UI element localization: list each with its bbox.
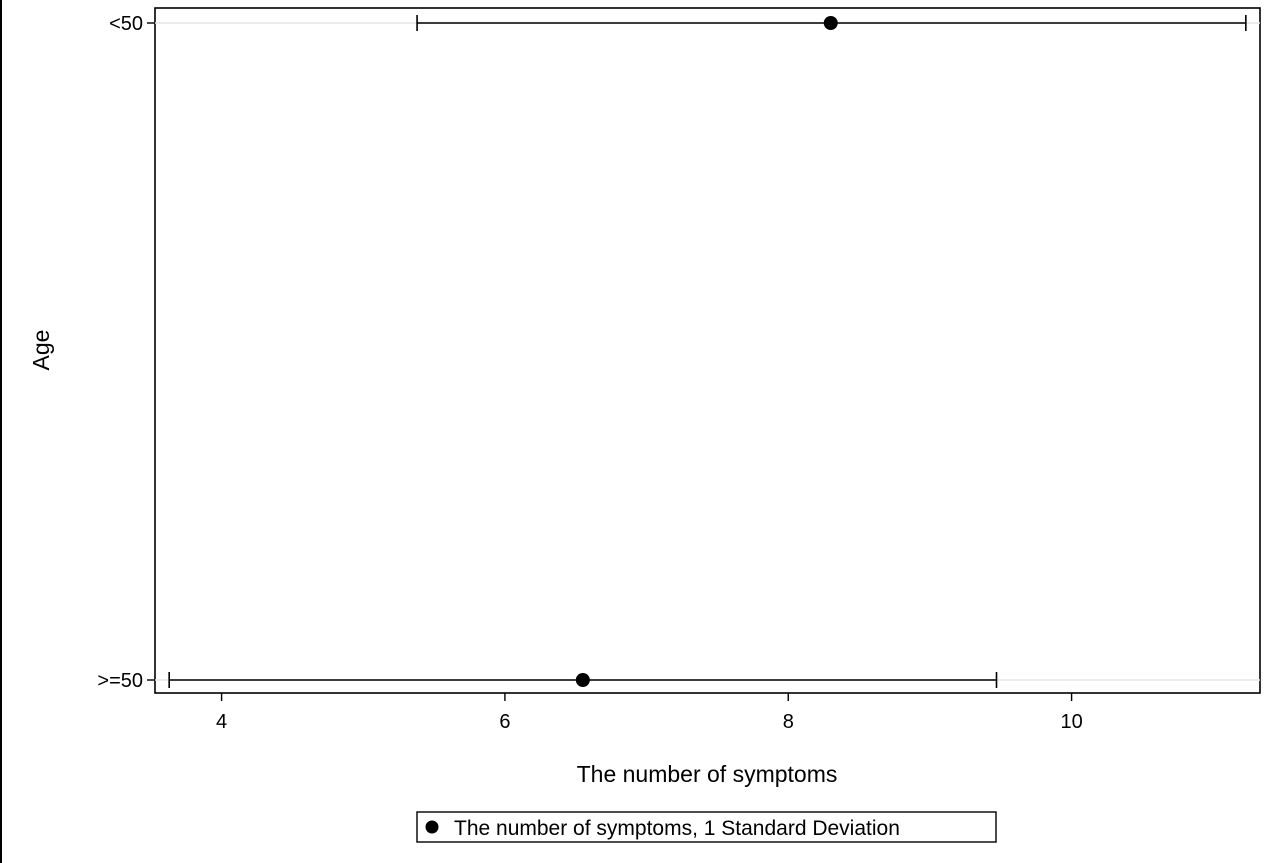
legend-marker xyxy=(425,820,439,834)
x-tick-label: 6 xyxy=(499,711,510,733)
mean-point xyxy=(575,673,590,687)
legend: The number of symptoms, 1 Standard Devia… xyxy=(416,811,997,843)
legend-box xyxy=(416,811,997,843)
x-tick-label: 8 xyxy=(783,711,794,733)
x-axis: 4 6 8 10 xyxy=(216,693,1083,733)
grid-lines xyxy=(155,22,1260,681)
data-marks xyxy=(168,15,1247,688)
y-tick-label: <50 xyxy=(109,13,143,35)
x-axis-title: The number of symptoms xyxy=(577,761,838,787)
y-axis: <50 >=50 xyxy=(97,13,155,692)
y-axis-title: Age xyxy=(28,330,54,371)
legend-label: The number of symptoms, 1 Standard Devia… xyxy=(454,817,900,840)
x-tick-label: 10 xyxy=(1060,711,1082,733)
x-tick-label: 4 xyxy=(216,711,227,733)
y-tick-label: >=50 xyxy=(97,670,143,692)
plot-frame xyxy=(154,7,1261,694)
mean-point xyxy=(823,16,838,30)
